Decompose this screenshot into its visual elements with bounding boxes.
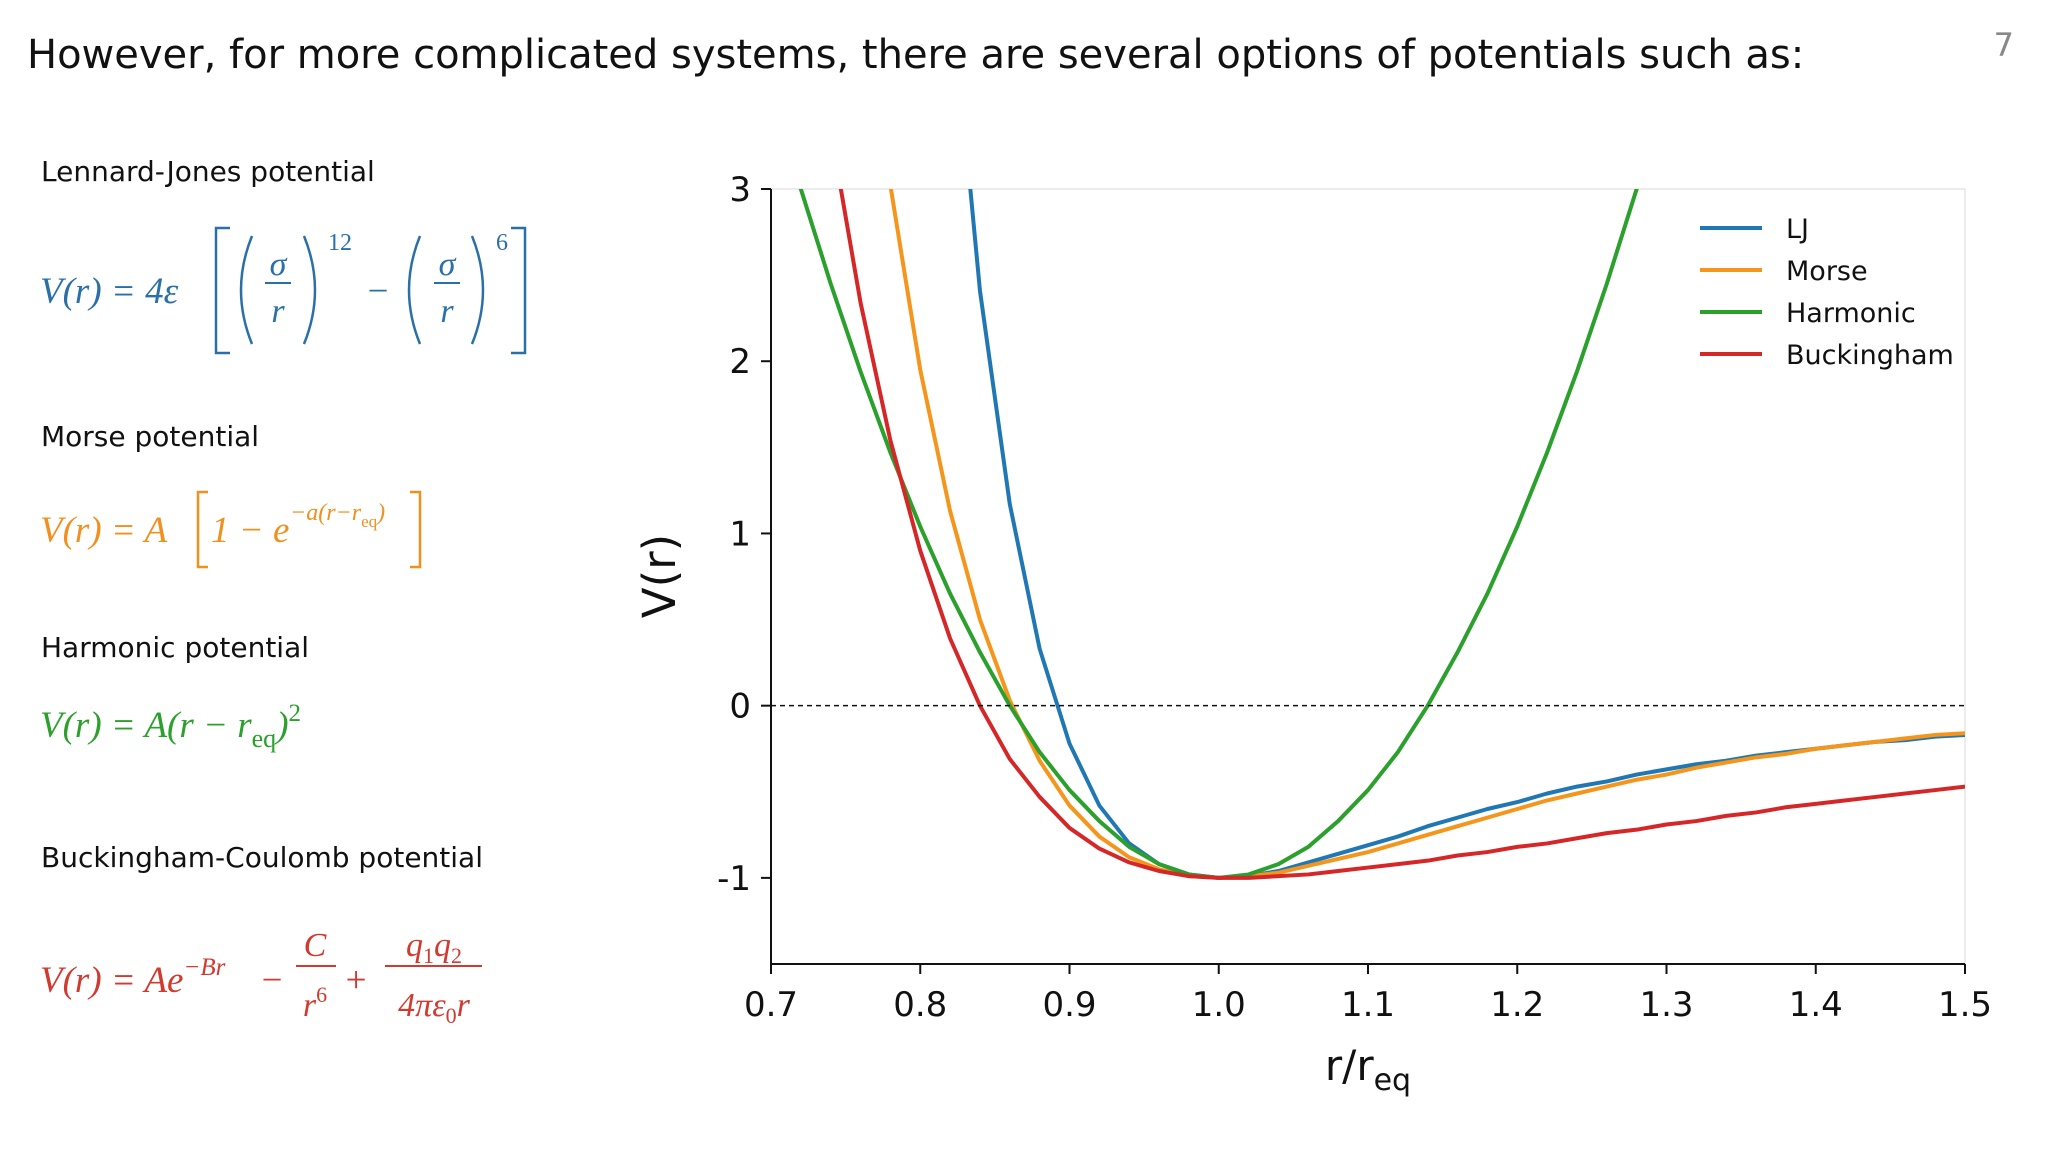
x-axis-label: r/req <box>1325 1041 1411 1098</box>
y-tick-label: 2 <box>729 342 751 382</box>
slide-title: However, for more complicated systems, t… <box>27 32 1804 78</box>
x-axis-label: r/r <box>1325 1041 1374 1090</box>
x-tick-label: 1.3 <box>1639 985 1693 1025</box>
plot-area <box>798 189 1965 880</box>
x-tick-label: 1.2 <box>1490 985 1544 1025</box>
formula-text: C <box>304 927 327 964</box>
x-tick-label: 0.9 <box>1042 985 1096 1025</box>
formula-text: V(r) = Ae <box>40 960 183 1001</box>
y-axis-label: V(r) <box>633 534 686 618</box>
formula-text: − <box>368 271 389 312</box>
formula: V(r) = Ae−Br − C r6 + q1q2 4πε0r <box>40 927 482 1028</box>
formula-text: r <box>303 987 317 1024</box>
formula-text: 4πε <box>398 987 446 1024</box>
formula-text: ) <box>274 705 288 746</box>
y-tick-label: 0 <box>729 687 751 727</box>
formula-text: V(r) = 4ε <box>40 271 179 312</box>
formula-text: 12 <box>328 230 352 256</box>
formula-text: 0 <box>446 1003 457 1028</box>
line-series <box>888 189 1965 880</box>
formula-text: r6 <box>303 982 327 1024</box>
formula-text: −Br <box>183 954 225 981</box>
line-series <box>838 189 1965 880</box>
line-series <box>798 189 1639 880</box>
legend-label: LJ <box>1786 214 1809 245</box>
formula-text: 1 <box>423 943 434 968</box>
paren <box>407 235 422 345</box>
formula-text: 1 − e <box>211 510 289 551</box>
x-tick-label: 0.8 <box>893 985 947 1025</box>
formula-text: + <box>346 960 367 1001</box>
formula-label: Lennard-Jones potential <box>41 155 375 188</box>
formula-text: V(r) = Ae−Br <box>40 954 226 1001</box>
formula-text: − <box>262 960 283 1001</box>
legend-label: Morse <box>1786 256 1868 287</box>
page-number: 7 <box>1994 26 2014 64</box>
formula-text: eq <box>252 724 277 753</box>
formula-label: Buckingham-Coulomb potential <box>41 841 483 874</box>
bracket <box>196 490 208 569</box>
formula-label: Harmonic potential <box>41 631 309 664</box>
x-axis-label: eq <box>1374 1063 1412 1098</box>
formula-text: 4πε0r <box>398 987 470 1028</box>
bracket <box>511 226 527 355</box>
formula-text: 6 <box>316 982 327 1007</box>
formula-text: 2 <box>451 943 462 968</box>
legend-label: Buckingham <box>1786 340 1954 371</box>
formula: V(r) = A 1 − e −a(r−req) <box>40 490 422 569</box>
formula-text: r <box>271 293 285 330</box>
formula-text: −a(r−r <box>290 500 362 526</box>
formula-text: 6 <box>496 230 508 256</box>
formula: V(r) = A(r − req)2 <box>40 700 301 753</box>
x-tick-label: 0.7 <box>744 985 798 1025</box>
formula-text: 2 <box>289 700 302 727</box>
formula-label: Morse potential <box>41 420 259 453</box>
formula-text: V(r) = A(r − r <box>40 705 252 746</box>
bracket <box>214 226 230 355</box>
formula-text: r <box>440 293 454 330</box>
y-tick-label: 3 <box>729 170 751 210</box>
legend-label: Harmonic <box>1786 298 1916 329</box>
x-tick-label: 1.0 <box>1192 985 1246 1025</box>
line-series <box>968 189 1965 880</box>
y-tick-label: -1 <box>717 859 751 899</box>
formula-text: σ <box>439 246 457 283</box>
paren <box>239 235 254 345</box>
formula-text: q1q2 <box>406 927 462 968</box>
formula-text: V(r) = A <box>40 510 167 551</box>
formula-text: −a(r−req) <box>290 500 385 531</box>
formula-text: r <box>457 987 471 1024</box>
y-tick-label: 1 <box>729 514 751 554</box>
formula-text: eq <box>361 512 378 531</box>
x-tick-label: 1.5 <box>1938 985 1992 1025</box>
formula-text: ) <box>375 500 385 526</box>
paren <box>470 235 485 345</box>
formula-text: q <box>434 927 451 964</box>
formula-text: V(r) = A(r − req)2 <box>40 700 301 753</box>
formula: V(r) = 4ε σ r 12 − σ r 6 <box>40 226 527 355</box>
formula-text: q <box>406 927 423 964</box>
formula-text: σ <box>270 246 288 283</box>
bracket <box>410 490 422 569</box>
x-tick-label: 1.1 <box>1341 985 1395 1025</box>
x-tick-label: 1.4 <box>1789 985 1843 1025</box>
paren <box>302 235 317 345</box>
